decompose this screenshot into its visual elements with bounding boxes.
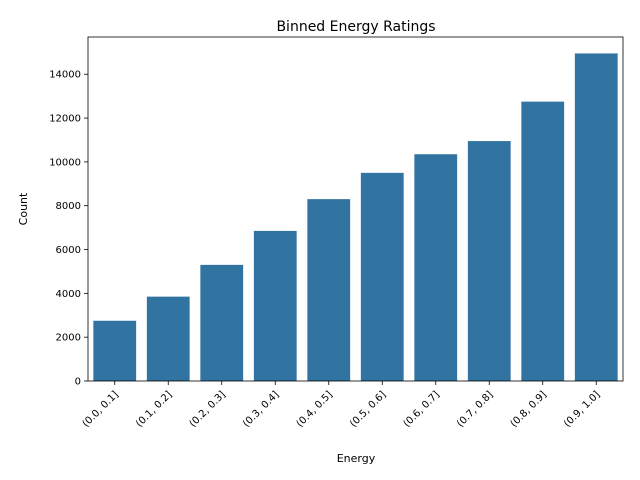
y-axis-ticks: 0 2000 4000 6000 8000 10000 12000 14000 xyxy=(49,70,88,388)
y-axis-label: Count xyxy=(17,192,30,225)
bars-group xyxy=(93,53,618,382)
x-axis-label: Energy xyxy=(337,452,376,465)
x-tick-label: (0.1, 0.2] xyxy=(134,389,174,429)
x-tick-label: (0.2, 0.3] xyxy=(188,389,228,429)
bar-1 xyxy=(93,320,137,381)
y-tick-label: 2000 xyxy=(56,333,81,344)
y-tick-label: 8000 xyxy=(56,201,81,212)
x-tick-label: (0.3, 0.4] xyxy=(241,389,281,429)
x-tick-label: (0.5, 0.6] xyxy=(348,389,388,429)
x-tick-label: (0.7, 0.8] xyxy=(455,389,495,429)
bar-9 xyxy=(521,101,565,381)
chart-title: Binned Energy Ratings xyxy=(276,19,435,35)
y-tick-label: 12000 xyxy=(49,114,81,125)
x-axis-ticks: (0.0, 0.1] (0.1, 0.2] (0.2, 0.3] (0.3, 0.4]… xyxy=(81,381,602,430)
y-tick-label: 14000 xyxy=(49,70,81,81)
bar-5 xyxy=(307,199,351,381)
x-tick-label: (0.9, 1.0] xyxy=(562,389,602,429)
bar-8 xyxy=(467,141,511,381)
bar-10 xyxy=(574,53,618,382)
bar-4 xyxy=(253,230,297,381)
x-tick-label: (0.4, 0.5] xyxy=(295,389,335,429)
x-tick-label: (0.0, 0.1] xyxy=(81,389,121,429)
bar-7 xyxy=(414,154,458,381)
y-tick-label: 6000 xyxy=(56,245,81,256)
bar-6 xyxy=(360,172,404,381)
y-tick-label: 0 xyxy=(75,377,81,388)
bar-3 xyxy=(200,264,244,381)
x-tick-label: (0.8, 0.9] xyxy=(509,389,549,429)
bar-2 xyxy=(146,296,190,381)
y-tick-label: 4000 xyxy=(56,289,81,300)
y-tick-label: 10000 xyxy=(49,157,81,168)
x-tick-label: (0.6, 0.7] xyxy=(402,389,442,429)
plot-frame xyxy=(87,36,624,382)
